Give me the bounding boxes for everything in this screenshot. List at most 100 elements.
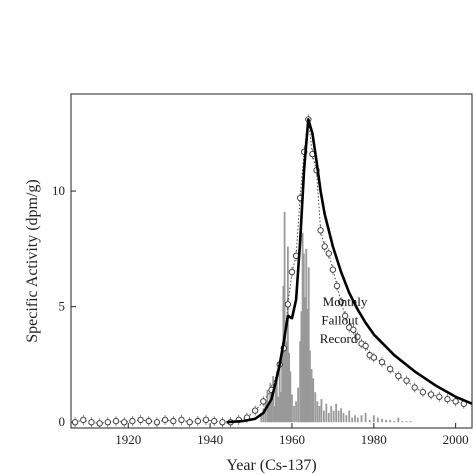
- x-tick-label: 1960: [279, 432, 305, 447]
- fallout-bar: [295, 401, 297, 423]
- fallout-bar: [283, 211, 286, 423]
- fallout-bar: [260, 412, 263, 423]
- fallout-bar: [285, 341, 288, 423]
- fallout-bar: [360, 415, 363, 423]
- measured-point: [288, 268, 296, 276]
- fallout-bar: [272, 375, 275, 423]
- fallout-bar: [330, 406, 333, 423]
- measured-point: [387, 365, 394, 373]
- fallout-bar: [288, 352, 290, 423]
- fallout-bar: [302, 253, 305, 423]
- measured-point: [194, 417, 201, 425]
- fallout-bar: [310, 369, 313, 423]
- measured-point: [219, 419, 226, 426]
- measured-point: [370, 354, 377, 361]
- fallout-bar: [345, 415, 348, 423]
- x-tick-label: 1940: [197, 432, 223, 447]
- fallout-bar: [314, 392, 317, 423]
- measured-point: [436, 393, 443, 400]
- measured-point: [88, 419, 95, 426]
- fallout-bar: [364, 412, 367, 423]
- fallout-bar: [409, 421, 412, 423]
- fallout-bar: [376, 417, 379, 423]
- measured-point: [80, 416, 87, 424]
- measured-point: [260, 398, 267, 405]
- fallout-bar: [322, 410, 325, 423]
- fallout-bar: [368, 419, 371, 423]
- fallout-bar: [385, 419, 387, 423]
- measured-point: [178, 416, 185, 424]
- measured-point: [202, 416, 210, 424]
- measured-point: [321, 243, 328, 250]
- x-axis-label: Year (Cs-137): [226, 457, 316, 474]
- fallout-bar: [340, 408, 342, 423]
- measured-point: [452, 398, 459, 405]
- fallout-bar: [320, 399, 323, 423]
- fallout-bar: [291, 394, 293, 423]
- fallout-bar: [305, 248, 308, 423]
- fallout-bar: [301, 232, 304, 423]
- fallout-bar: [356, 417, 359, 423]
- measured-point: [325, 250, 332, 257]
- fallout-bar: [397, 417, 400, 423]
- fallout-bar: [309, 350, 311, 423]
- measured-point: [71, 419, 79, 426]
- measured-point: [403, 377, 410, 384]
- fallout-bar: [372, 415, 375, 423]
- measured-point: [145, 417, 152, 425]
- fallout-annotation-line: Record: [320, 331, 358, 346]
- fallout-bar: [348, 410, 351, 423]
- fallout-bar: [381, 418, 383, 423]
- fallout-annotation-line: Monthly: [323, 294, 368, 309]
- y-tick-label: 10: [52, 183, 65, 198]
- model-activity-line: [226, 118, 473, 424]
- fallout-bar: [307, 267, 310, 423]
- measured-point: [129, 417, 136, 425]
- fallout-bar: [354, 415, 356, 423]
- measured-point: [395, 372, 402, 380]
- fallout-bar: [316, 401, 319, 423]
- measured-point: [112, 417, 120, 425]
- fallout-bar: [275, 371, 278, 423]
- fallout-bar: [393, 421, 396, 423]
- measured-point: [411, 384, 418, 391]
- measured-point: [333, 282, 341, 289]
- measured-point: [444, 395, 451, 403]
- fallout-bar: [300, 311, 303, 423]
- fallout-bar: [405, 421, 408, 423]
- fallout-bar: [286, 246, 289, 423]
- fallout-bar: [389, 419, 392, 423]
- measured-point: [378, 358, 386, 366]
- fallout-bar: [312, 378, 315, 423]
- measured-point: [317, 227, 324, 234]
- measured-point: [427, 391, 435, 398]
- measured-point: [137, 416, 144, 424]
- fallout-bar: [318, 406, 321, 423]
- measured-point: [362, 342, 369, 350]
- measured-point: [419, 389, 427, 396]
- fallout-bar: [332, 410, 335, 423]
- measured-point: [354, 333, 361, 340]
- fallout-bar: [306, 308, 309, 423]
- measured-point: [170, 417, 177, 425]
- fallout-bar: [284, 325, 287, 423]
- fallout-bar: [351, 417, 354, 423]
- fallout-bar: [293, 406, 295, 423]
- measured-point: [121, 419, 128, 426]
- y-tick-label: 0: [59, 414, 66, 429]
- y-tick-label: 5: [59, 299, 66, 314]
- fallout-bar: [289, 371, 292, 423]
- fallout-bar: [278, 364, 281, 423]
- fallout-bar: [299, 341, 302, 423]
- fallout-annotation-line: Fallout: [321, 313, 358, 328]
- measured-point: [104, 419, 111, 426]
- x-tick-label: 1980: [361, 432, 387, 447]
- fallout-bar: [297, 387, 299, 423]
- fallout-bar: [267, 403, 270, 423]
- measured-point: [211, 417, 218, 425]
- measured-point: [161, 416, 169, 424]
- fallout-bar: [304, 297, 306, 423]
- measured-point: [284, 301, 292, 308]
- fallout-bar: [327, 412, 330, 423]
